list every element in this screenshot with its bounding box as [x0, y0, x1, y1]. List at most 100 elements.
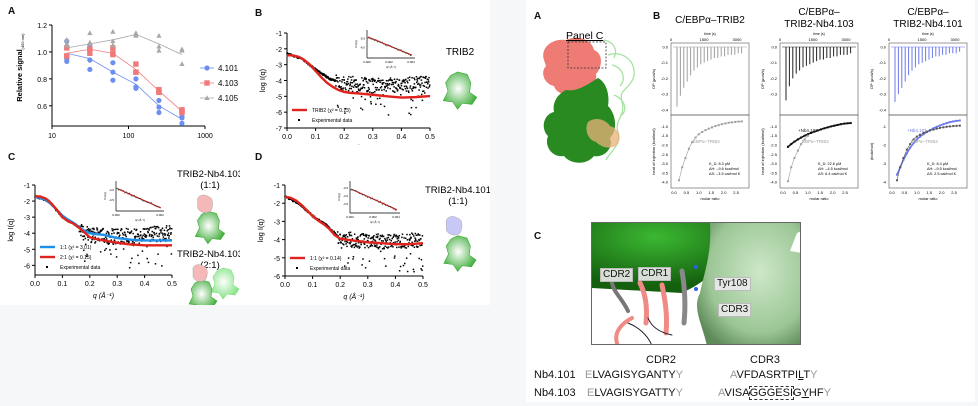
data-point [286, 52, 289, 54]
inset-point [138, 198, 140, 199]
isotherm-point [816, 129, 819, 132]
data-point [373, 234, 375, 237]
inset-point [144, 200, 146, 202]
data-point [129, 261, 132, 264]
data-point [393, 235, 395, 237]
inset-point [375, 39, 377, 41]
isotherm-point [895, 179, 898, 182]
seq-residue: G [793, 387, 802, 399]
data-point [156, 225, 159, 228]
y-tick-label: -0.2 [661, 76, 669, 81]
data-point [86, 253, 88, 256]
y-axis-label: DP (μcal/s) [651, 68, 656, 88]
data-point [133, 241, 135, 244]
data-point [340, 247, 343, 249]
data-point [378, 88, 380, 91]
data-point [376, 86, 378, 89]
isotherm-point [704, 129, 707, 132]
data-point [340, 241, 342, 244]
data-point [390, 83, 393, 86]
data-point [386, 237, 388, 239]
isotherm-point [790, 143, 793, 146]
x-tick-label: 0 [779, 37, 782, 42]
data-point [402, 80, 404, 83]
isotherm-point [813, 130, 816, 133]
panel-a-label-right: A [534, 11, 542, 22]
isotherm-point [687, 147, 690, 150]
data-point [136, 235, 138, 238]
data-point [395, 234, 398, 237]
inset-point [119, 189, 121, 191]
data-point [150, 234, 153, 236]
data-point [408, 91, 410, 94]
data-point [363, 78, 365, 80]
data-point [358, 245, 360, 248]
data-point [342, 235, 345, 238]
isotherm-point [905, 152, 908, 155]
legend-marker [204, 65, 210, 71]
inset-point [130, 195, 132, 197]
data-point [127, 228, 129, 230]
data-point [385, 79, 388, 82]
data-point [154, 233, 156, 236]
data-point [417, 233, 419, 235]
data-point [419, 244, 421, 247]
data-point [383, 105, 386, 108]
seq-boxed-motif: GGGESI [748, 386, 795, 400]
inset-x-tick-label: 0.002 [156, 213, 164, 217]
data-point [374, 90, 376, 93]
data-point [378, 79, 381, 82]
data-point [105, 232, 108, 235]
data-point [152, 226, 154, 228]
data-point [408, 239, 411, 242]
inset-point [378, 201, 380, 203]
isotherm-point [839, 123, 842, 126]
data-point [424, 77, 427, 80]
data-point [428, 86, 431, 88]
data-point [168, 237, 170, 239]
data-point [395, 236, 397, 238]
data-point [163, 229, 166, 232]
data-point [127, 231, 129, 233]
data-point [412, 244, 414, 246]
data-point [111, 232, 113, 235]
data-point [415, 75, 418, 78]
data-point [292, 200, 294, 203]
data-point [326, 224, 329, 227]
data-point [394, 241, 396, 243]
data-point [388, 84, 390, 86]
model-label: TRIB2-Nb4.103 [177, 249, 240, 260]
cdr2-tag: CDR2 [600, 268, 634, 282]
data-point [413, 246, 416, 249]
inset-point [399, 49, 400, 51]
y-tick-label: -2 [276, 47, 282, 54]
data-point [397, 236, 399, 238]
inset-point [151, 202, 153, 204]
data-point [154, 263, 157, 265]
data-point [144, 235, 147, 237]
inset-point [127, 193, 129, 195]
data-point [110, 239, 112, 241]
data-point [89, 230, 91, 232]
data-point [160, 229, 163, 231]
data-point [82, 235, 84, 238]
data-point [341, 81, 343, 83]
data-point [156, 104, 162, 110]
inset-point [380, 41, 382, 43]
data-point [87, 46, 93, 52]
y-tick-label: -0.3 [879, 92, 887, 97]
data-point [369, 244, 372, 247]
data-point [397, 239, 400, 242]
data-point [416, 240, 419, 243]
data-point [401, 236, 403, 239]
data-point [361, 264, 363, 266]
isotherm-point [710, 126, 713, 129]
y-tick-label: -7 [276, 126, 282, 133]
data-point [138, 262, 140, 265]
data-point [352, 258, 354, 260]
data-point [148, 235, 151, 237]
data-point [391, 244, 393, 247]
data-point [318, 70, 321, 73]
data-point [145, 228, 147, 230]
inset-point [140, 197, 142, 199]
